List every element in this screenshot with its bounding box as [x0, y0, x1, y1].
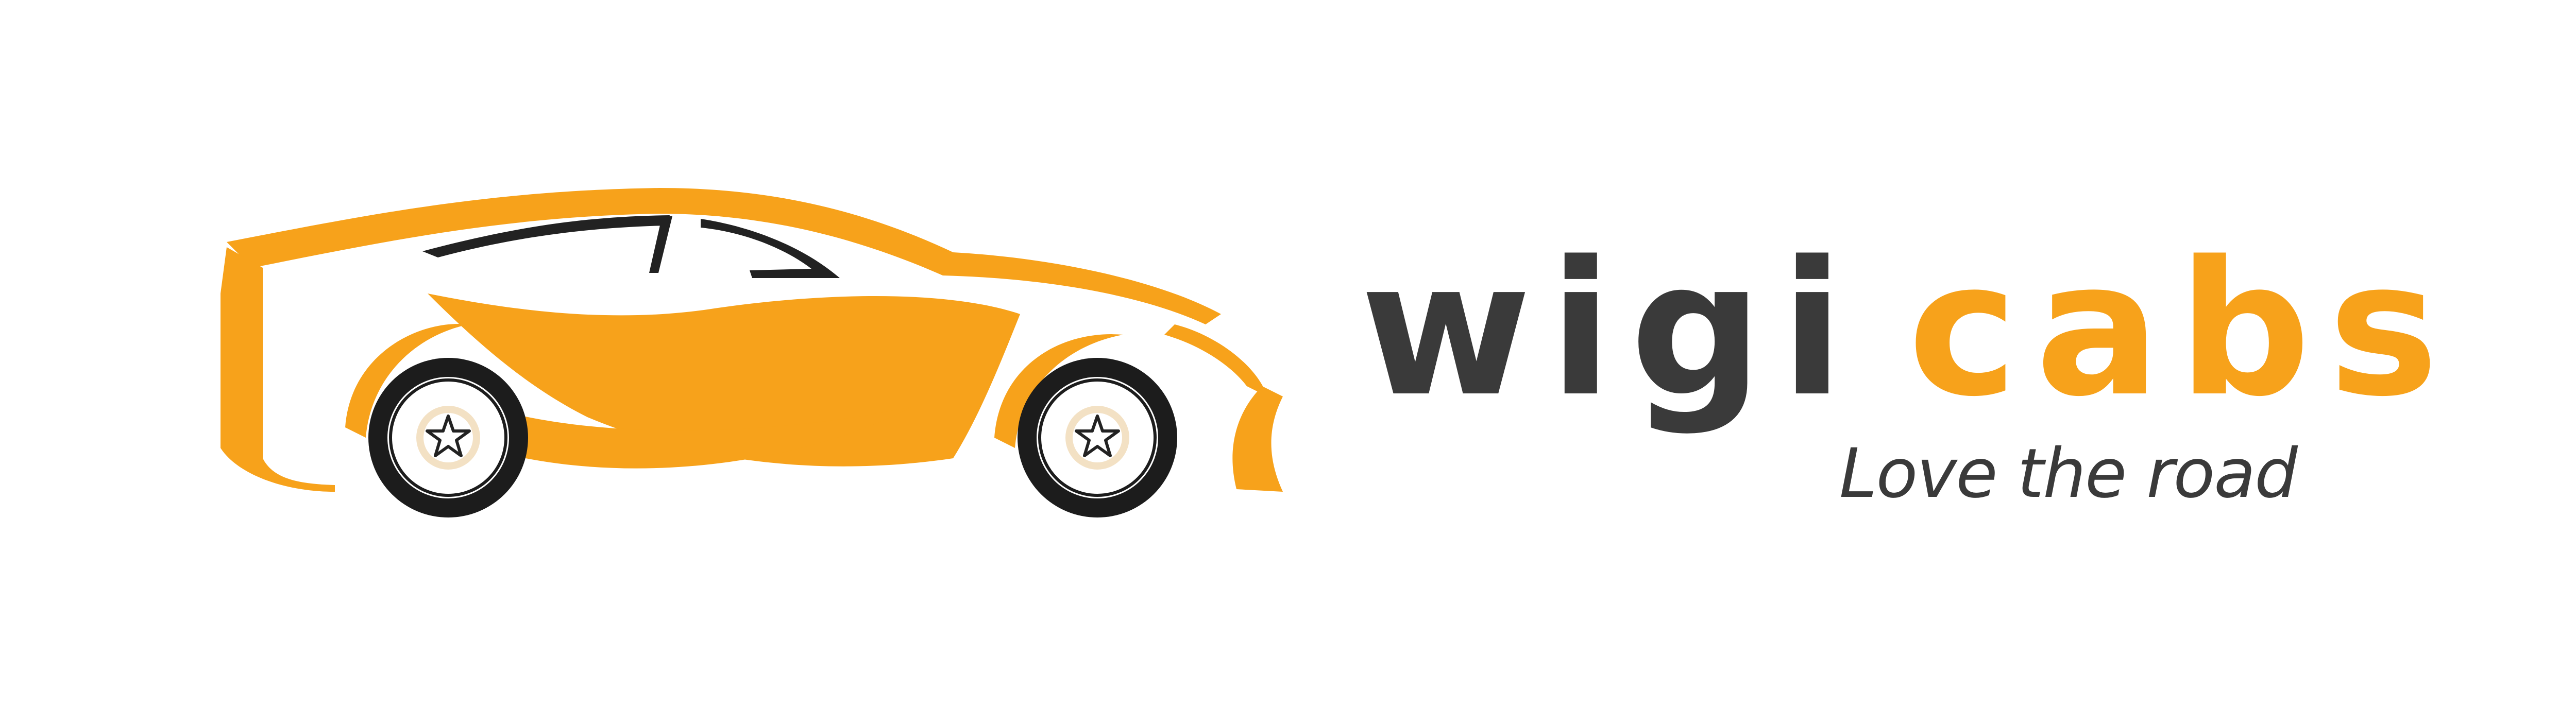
- brand-tagline: Love the road: [1839, 434, 2298, 513]
- car-front-fender: [1164, 324, 1267, 396]
- brand-name-part2: cabs: [1908, 221, 2456, 437]
- brand-name-part1: wigi: [1360, 221, 1862, 437]
- car-windshield: [701, 219, 840, 278]
- car-window-line: [422, 215, 670, 257]
- car-roof-outline: [227, 188, 1221, 324]
- star-icon: [426, 415, 471, 457]
- brand-wordmark: wigi cabs: [1360, 232, 2456, 427]
- front-wheel: [1018, 358, 1177, 517]
- car-rear-arch: [345, 324, 469, 438]
- car-front-arch: [994, 334, 1123, 448]
- car-window-pillar: [649, 216, 672, 273]
- rear-wheel: [368, 358, 528, 517]
- car-front-bumper: [1232, 386, 1283, 492]
- car-lower-sweep: [505, 407, 912, 469]
- star-icon: [1075, 415, 1120, 457]
- car-tail: [221, 247, 335, 492]
- car-icon: [221, 188, 1283, 517]
